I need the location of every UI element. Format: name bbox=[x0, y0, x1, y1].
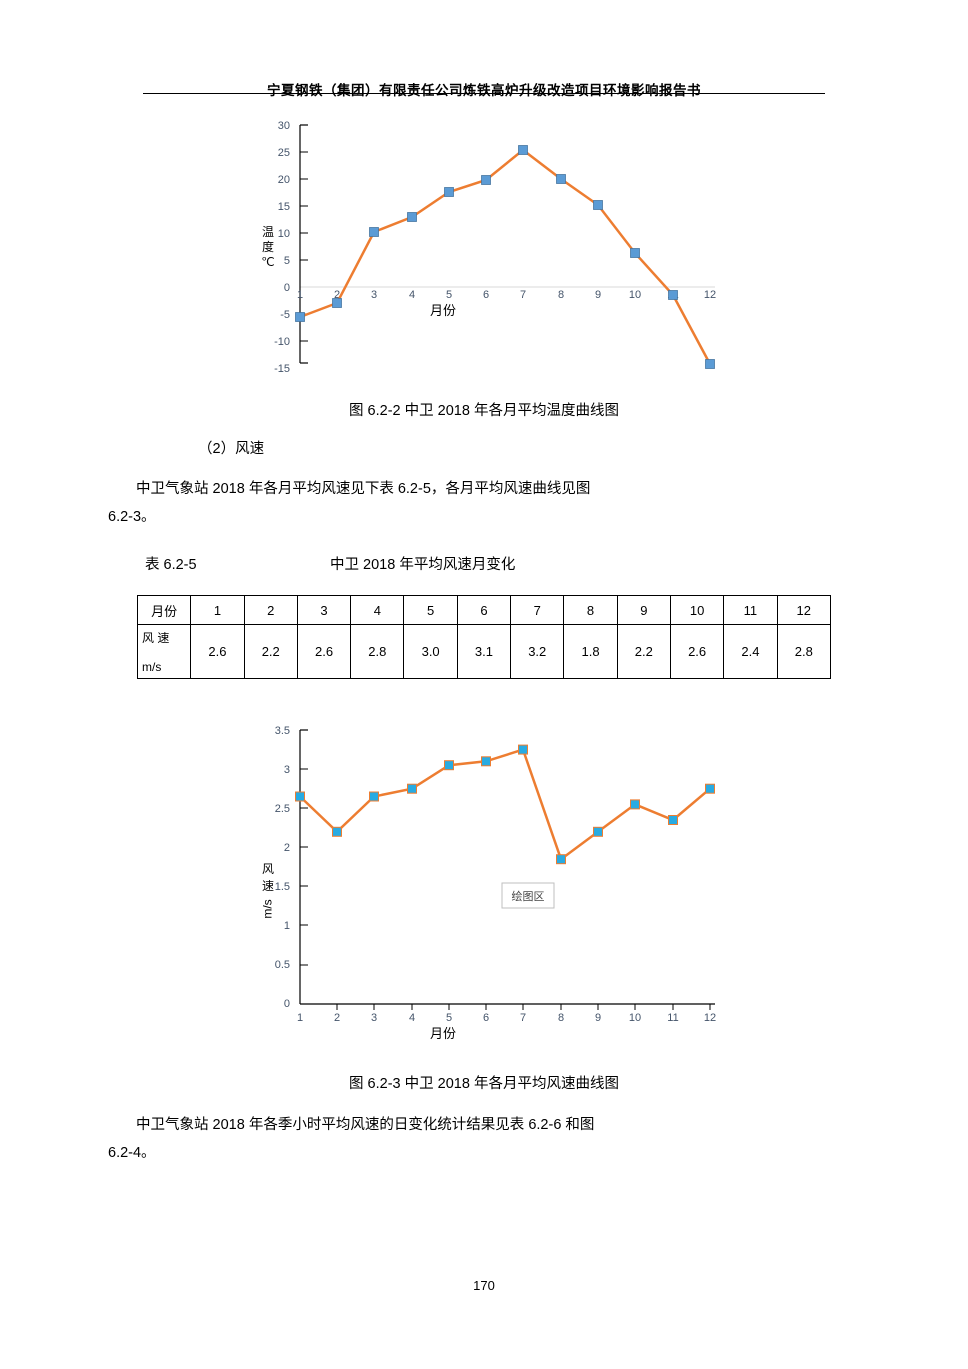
svg-text:3.5: 3.5 bbox=[275, 725, 290, 737]
svg-text:1: 1 bbox=[297, 289, 303, 301]
svg-text:12: 12 bbox=[704, 1012, 716, 1024]
svg-text:3: 3 bbox=[371, 1012, 377, 1024]
svg-text:0: 0 bbox=[284, 282, 290, 294]
svg-text:3: 3 bbox=[371, 289, 377, 301]
svg-text:6: 6 bbox=[483, 289, 489, 301]
svg-text:20: 20 bbox=[278, 174, 290, 186]
svg-text:1: 1 bbox=[297, 1012, 303, 1024]
svg-text:绘图区: 绘图区 bbox=[512, 889, 545, 903]
svg-text:30: 30 bbox=[278, 120, 290, 132]
svg-text:1: 1 bbox=[284, 920, 290, 932]
svg-text:0: 0 bbox=[284, 998, 290, 1010]
svg-text:-15: -15 bbox=[274, 363, 290, 375]
svg-text:2: 2 bbox=[284, 842, 290, 854]
svg-text:3: 3 bbox=[284, 764, 290, 776]
svg-text:12: 12 bbox=[704, 289, 716, 301]
svg-text:7: 7 bbox=[520, 289, 526, 301]
svg-text:7: 7 bbox=[520, 1012, 526, 1024]
svg-text:25: 25 bbox=[278, 147, 290, 159]
svg-text:5: 5 bbox=[284, 255, 290, 267]
svg-text:4: 4 bbox=[409, 1012, 415, 1024]
svg-text:9: 9 bbox=[595, 1012, 601, 1024]
svg-text:-10: -10 bbox=[274, 336, 290, 348]
svg-text:-5: -5 bbox=[280, 309, 290, 321]
svg-text:15: 15 bbox=[278, 201, 290, 213]
svg-text:6: 6 bbox=[483, 1012, 489, 1024]
svg-text:10: 10 bbox=[629, 1012, 641, 1024]
svg-text:10: 10 bbox=[278, 228, 290, 240]
svg-text:2: 2 bbox=[334, 1012, 340, 1024]
svg-text:8: 8 bbox=[558, 289, 564, 301]
svg-text:2.5: 2.5 bbox=[275, 803, 290, 815]
svg-text:4: 4 bbox=[409, 289, 415, 301]
svg-text:9: 9 bbox=[595, 289, 601, 301]
svg-text:8: 8 bbox=[558, 1012, 564, 1024]
svg-text:11: 11 bbox=[667, 1012, 678, 1024]
svg-text:10: 10 bbox=[629, 289, 641, 301]
svg-text:0.5: 0.5 bbox=[275, 959, 290, 971]
